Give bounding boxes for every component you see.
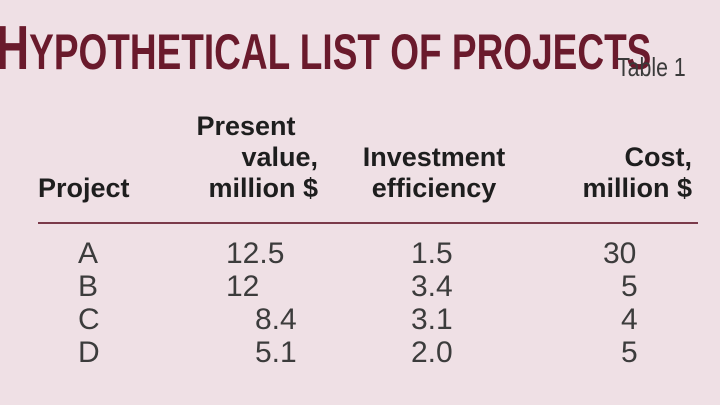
cell-cost: 4 <box>621 303 638 336</box>
cell-project: C <box>78 303 100 336</box>
header-investment-efficiency: Investment efficiency <box>362 142 506 203</box>
cell-present-value: 5.1 <box>255 336 297 369</box>
cell-cost: 5 <box>621 336 638 369</box>
header-divider <box>38 222 698 224</box>
cell-project: B <box>78 270 99 303</box>
table-number-label: Table 1 <box>617 52 686 82</box>
cell-investment-efficiency: 3.4 <box>411 270 453 303</box>
header-cost: Cost, million $ <box>582 142 692 203</box>
cell-cost: 5 <box>621 270 638 303</box>
table-title: HYPOTHETICAL LIST OF PROJECTS <box>0 18 652 80</box>
cell-project: A <box>78 237 99 270</box>
cell-present-value: 8.4 <box>255 303 297 336</box>
cell-investment-efficiency: 1.5 <box>411 237 453 270</box>
header-present-value: Present value, million $ <box>196 111 318 203</box>
cell-project: D <box>78 336 100 369</box>
cell-present-value: 12.5 <box>226 237 285 270</box>
cell-investment-efficiency: 3.1 <box>411 303 453 336</box>
header-project: Project <box>38 173 130 203</box>
cell-present-value: 12 <box>226 270 260 303</box>
cell-investment-efficiency: 2.0 <box>411 336 453 369</box>
cell-cost: 30 <box>603 237 637 270</box>
